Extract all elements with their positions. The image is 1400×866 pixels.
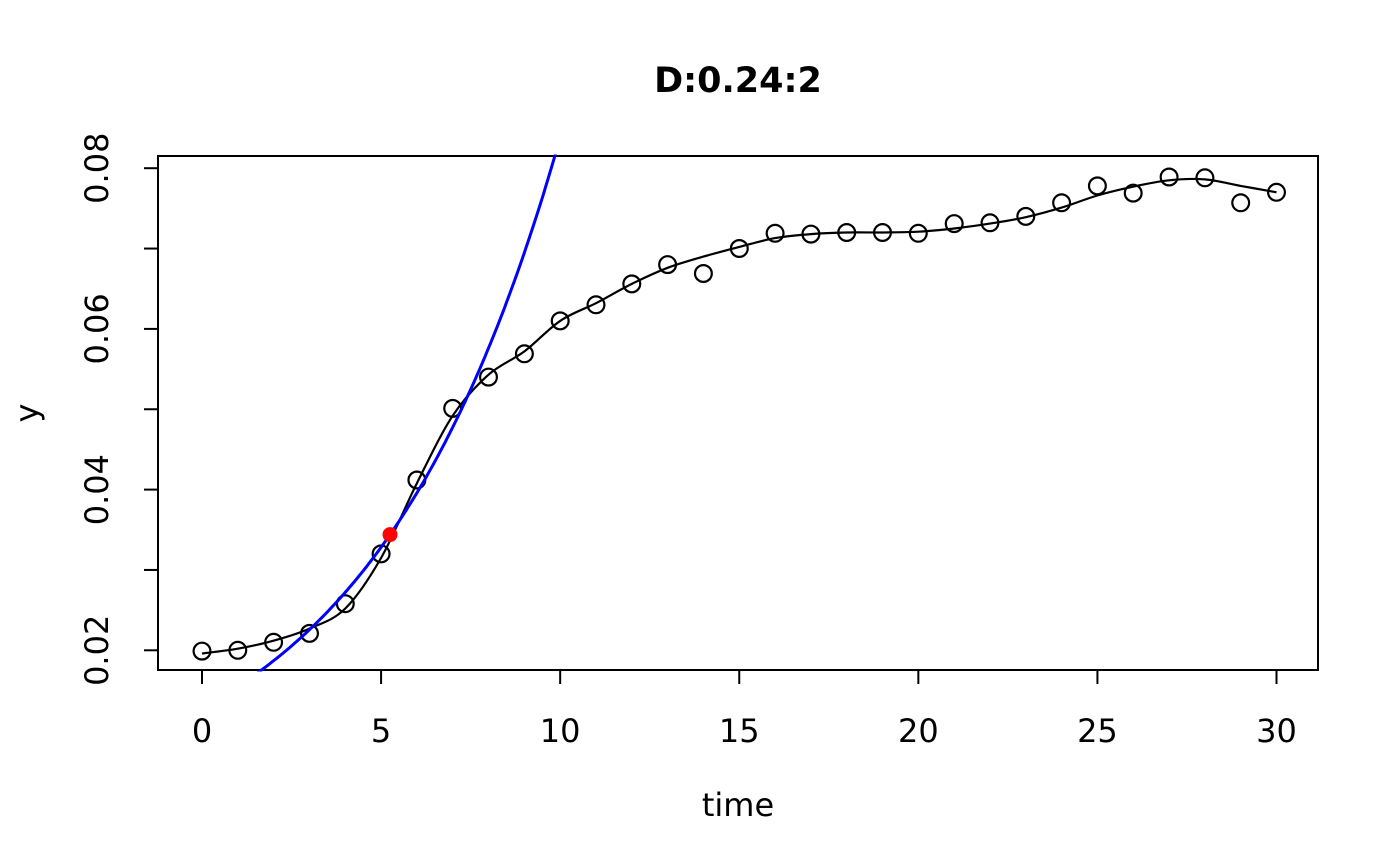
- data-point: [944, 214, 964, 234]
- x-tick-label: 25: [1077, 712, 1118, 750]
- data-point: [765, 223, 785, 243]
- data-point: [622, 274, 642, 294]
- data-point: [1195, 168, 1215, 188]
- data-layer: [192, 154, 1286, 672]
- data-point: [550, 311, 570, 331]
- x-tick-label: 10: [540, 712, 581, 750]
- x-axis-ticks: 0 5 10 15 20 25 30: [192, 670, 1297, 750]
- data-point: [1231, 193, 1251, 213]
- x-tick-label: 30: [1256, 712, 1297, 750]
- data-point: [1123, 183, 1143, 203]
- x-tick-label: 15: [719, 712, 760, 750]
- data-point: [1016, 206, 1036, 226]
- plot-title: D:0.24:2: [654, 61, 822, 101]
- y-tick-label: 0.06: [78, 293, 116, 364]
- y-axis-ticks: 0.02 0.04 0.06 0.08: [78, 133, 158, 686]
- data-point: [1087, 176, 1107, 196]
- data-point: [1052, 193, 1072, 213]
- data-point: [479, 367, 499, 387]
- data-point: [300, 623, 320, 643]
- data-point: [693, 264, 713, 284]
- x-tick-label: 5: [371, 712, 391, 750]
- plot-box: [157, 155, 1319, 671]
- smooth-fit-line: [201, 177, 1277, 655]
- y-tick-label: 0.04: [78, 454, 116, 525]
- x-axis-label: time: [702, 786, 774, 824]
- x-tick-label: 20: [898, 712, 939, 750]
- data-point: [514, 344, 534, 364]
- data-point: [586, 295, 606, 315]
- y-tick-label: 0.02: [78, 615, 116, 686]
- data-point: [192, 641, 212, 661]
- data-point: [1266, 182, 1286, 202]
- exponential-curve: [256, 154, 557, 672]
- data-point: [908, 223, 928, 243]
- x-tick-label: 0: [192, 712, 212, 750]
- y-tick-label: 0.08: [78, 133, 116, 204]
- y-axis-label: y: [8, 404, 46, 423]
- highlight-point: [382, 527, 398, 543]
- data-point: [1159, 167, 1179, 187]
